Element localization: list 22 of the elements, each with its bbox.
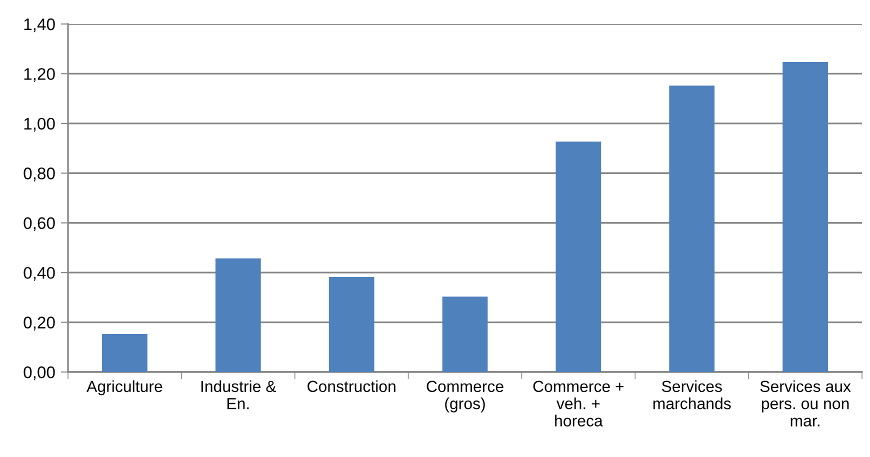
y-tick-label: 1,40 bbox=[24, 18, 55, 32]
x-tick-label: Commerce (gros) bbox=[426, 380, 504, 412]
x-tick-label: Industrie & En. bbox=[201, 380, 276, 410]
x-tick-label: Agriculture bbox=[86, 380, 162, 396]
y-tick-label: 1,00 bbox=[24, 118, 55, 132]
x-tick-label: Commerce + veh. + horeca bbox=[533, 380, 624, 426]
y-tick-label: 0,20 bbox=[24, 316, 55, 330]
bar bbox=[102, 334, 148, 372]
y-tick-label: 0,40 bbox=[24, 266, 55, 281]
y-tick-label: 0,00 bbox=[24, 366, 55, 380]
bar bbox=[442, 296, 488, 372]
bar bbox=[215, 258, 261, 372]
bar bbox=[782, 62, 828, 372]
y-tick-label: 0,60 bbox=[24, 217, 55, 232]
y-tick-label: 1,20 bbox=[24, 68, 55, 82]
bar bbox=[669, 86, 715, 372]
bar bbox=[556, 142, 602, 372]
y-tick-label: 0,80 bbox=[24, 168, 55, 182]
x-tick-label: Services aux pers. ou non mar. bbox=[760, 380, 851, 426]
bar bbox=[328, 277, 374, 372]
x-tick-label: Construction bbox=[308, 380, 396, 392]
x-tick-label: Services marchands bbox=[653, 380, 731, 410]
